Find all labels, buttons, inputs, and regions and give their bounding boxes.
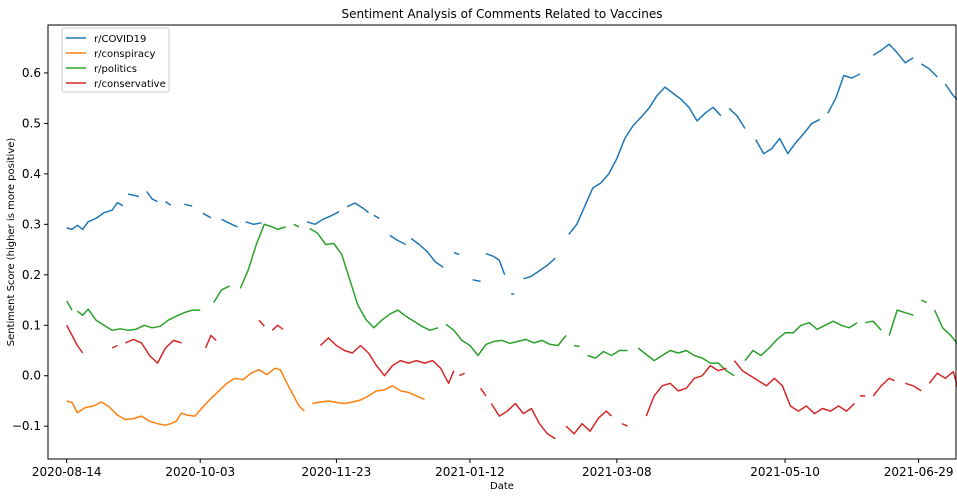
plot-area xyxy=(66,43,957,440)
series-line-segment xyxy=(410,237,444,268)
series-line-segment xyxy=(888,309,914,336)
series-line-segment xyxy=(485,252,506,276)
y-tick-label: 0.2 xyxy=(22,268,41,282)
y-tick-label: 0.0 xyxy=(22,369,41,383)
series-line-segment xyxy=(111,344,118,349)
series-line-segment xyxy=(573,344,580,348)
x-tick-label: 2020-10-03 xyxy=(165,465,235,479)
legend-label-politics: r/politics xyxy=(94,64,137,75)
series-line-segment xyxy=(204,334,217,349)
series-line-segment xyxy=(933,309,957,345)
series-line-segment xyxy=(309,227,439,332)
series-line-segment xyxy=(66,300,73,311)
series-conservative xyxy=(66,319,957,440)
series-line-segment xyxy=(373,214,380,219)
chart-title: Sentiment Analysis of Comments Related t… xyxy=(342,7,663,21)
series-covid19 xyxy=(66,43,957,295)
series-line-segment xyxy=(445,323,567,357)
series-line-segment xyxy=(202,212,212,219)
series-line-segment xyxy=(744,320,858,362)
y-tick-label: 0.5 xyxy=(22,116,41,130)
y-tick-label: −0.1 xyxy=(12,419,41,433)
y-axis: −0.1 0.0 0.1 0.2 0.3 0.4 0.5 0.6 xyxy=(12,66,48,433)
series-line-segment xyxy=(645,364,727,417)
series-line-segment xyxy=(755,118,821,155)
series-line-segment xyxy=(827,73,861,114)
x-tick-label: 2020-11-23 xyxy=(302,465,372,479)
series-line-segment xyxy=(66,367,305,426)
series-line-segment xyxy=(312,385,425,405)
series-line-segment xyxy=(865,320,882,331)
series-line-segment xyxy=(587,349,628,359)
y-tick-label: 0.4 xyxy=(22,167,41,181)
x-axis-title: Date xyxy=(490,481,514,492)
series-line-segment xyxy=(293,223,300,228)
series-line-segment xyxy=(944,83,957,101)
x-tick-label: 2021-05-10 xyxy=(750,465,820,479)
series-line-segment xyxy=(472,279,481,283)
y-tick-label: 0.6 xyxy=(22,66,41,80)
legend-label-conservative: r/conservative xyxy=(94,79,166,90)
series-line-segment xyxy=(184,203,193,207)
series-politics xyxy=(66,223,957,377)
legend-label-covid19: r/COVID19 xyxy=(94,34,146,45)
series-line-segment xyxy=(872,43,914,64)
series-line-segment xyxy=(490,402,556,440)
y-tick-label: 0.1 xyxy=(22,318,41,332)
series-line-segment xyxy=(165,200,172,206)
x-axis: 2020-08-14 2020-10-03 2020-11-23 2021-01-12… xyxy=(32,459,954,479)
series-line-segment xyxy=(245,221,262,226)
series-line-segment xyxy=(66,201,124,231)
plot-frame xyxy=(47,24,957,460)
series-line-segment xyxy=(728,107,746,129)
legend: r/COVID19 r/conspiracy r/politics r/conserv… xyxy=(61,27,170,93)
series-line-segment xyxy=(306,211,340,226)
x-tick-label: 2020-08-14 xyxy=(32,465,102,479)
series-line-segment xyxy=(565,410,613,435)
series-line-segment xyxy=(523,257,556,280)
y-axis-title: Sentiment Score (higher is more positive… xyxy=(6,138,17,347)
series-line-segment xyxy=(637,347,735,377)
series-line-segment xyxy=(479,387,487,397)
series-line-segment xyxy=(928,370,957,388)
series-line-segment xyxy=(453,251,460,256)
series-line-segment xyxy=(146,191,158,203)
series-line-segment xyxy=(239,223,286,289)
series-conspiracy xyxy=(66,367,425,426)
series-line-segment xyxy=(458,372,465,377)
series-line-segment xyxy=(125,338,182,364)
series-line-segment xyxy=(221,218,238,228)
series-line-segment xyxy=(568,86,722,235)
series-line-segment xyxy=(212,285,230,303)
series-line-segment xyxy=(76,308,201,332)
series-line-segment xyxy=(346,202,369,214)
legend-label-conspiracy: r/conspiracy xyxy=(94,49,156,60)
series-line-segment xyxy=(389,234,407,246)
series-line-segment xyxy=(733,360,856,415)
series-line-segment xyxy=(127,193,140,198)
series-line-segment xyxy=(258,319,265,327)
series-line-segment xyxy=(920,299,927,304)
series-line-segment xyxy=(621,423,628,427)
y-tick-label: 0.3 xyxy=(22,217,41,231)
series-line-segment xyxy=(319,337,455,385)
x-tick-label: 2021-06-29 xyxy=(884,465,954,479)
series-line-segment xyxy=(66,324,84,354)
series-line-segment xyxy=(872,377,895,397)
series-line-segment xyxy=(905,382,922,392)
series-line-segment xyxy=(271,324,284,331)
legend-box xyxy=(61,27,170,93)
series-line-segment xyxy=(920,63,938,78)
x-tick-label: 2021-03-08 xyxy=(582,465,652,479)
x-tick-label: 2021-01-12 xyxy=(435,465,505,479)
